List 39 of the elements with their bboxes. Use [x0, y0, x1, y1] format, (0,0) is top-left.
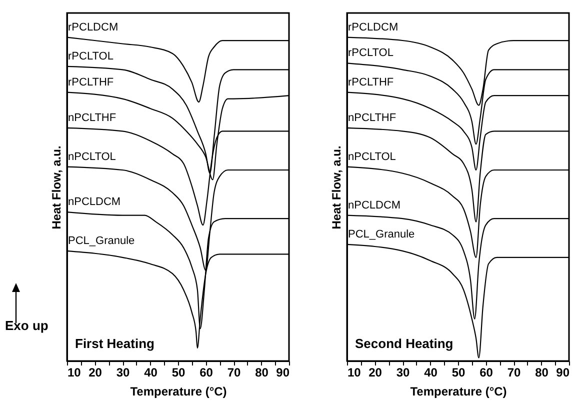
series-label: nPCLDCM [348, 199, 401, 212]
x-tick-label: 70 [507, 366, 521, 380]
series-label: rPCLTHF [68, 76, 114, 88]
x-tick-label: 70 [227, 366, 241, 380]
series-label: rPCLTOL [348, 47, 394, 60]
x-tick-label: 30 [396, 366, 410, 380]
x-axis-title: Temperature (°C) [410, 384, 507, 398]
x-tick-label: 80 [255, 366, 269, 380]
series-label: nPCLTHF [68, 112, 116, 124]
x-axis-title: Temperature (°C) [130, 384, 227, 398]
x-tick-label: 20 [368, 366, 382, 380]
x-tick-label: 20 [88, 366, 102, 380]
series-label: rPCLDCM [348, 21, 398, 34]
series-label: rPCLTOL [68, 50, 114, 62]
x-tick-label: 10 [68, 366, 82, 380]
series-label: nPCLTHF [348, 112, 396, 124]
annotation: First Heating [75, 336, 155, 351]
x-tick-label: 40 [424, 366, 438, 380]
annotation: Second Heating [355, 336, 454, 351]
x-tick-label: 10 [348, 366, 362, 380]
x-tick-label: 50 [172, 366, 186, 380]
x-tick-label: 60 [200, 366, 214, 380]
series-label: PCL_Granule [348, 228, 415, 240]
x-tick-label: 90 [276, 366, 290, 380]
series-label: PCL_Granule [68, 234, 135, 247]
x-tick-label: 90 [556, 366, 570, 380]
series-label: nPCLTOL [348, 150, 396, 163]
x-tick-label: 60 [480, 366, 494, 380]
x-tick-label: 50 [452, 366, 466, 380]
series-label: nPCLTOL [68, 150, 116, 163]
y-axis-title: Heat Flow, a.u. [50, 146, 64, 230]
x-tick-label: 30 [116, 366, 130, 380]
series-label: rPCLTHF [348, 76, 394, 88]
x-tick-label: 40 [144, 366, 158, 380]
text: Exo up [5, 318, 48, 333]
x-tick-label: 80 [535, 366, 549, 380]
y-axis-title: Heat Flow, a.u. [330, 146, 344, 230]
series-label: rPCLDCM [68, 21, 118, 34]
series-label: nPCLDCM [68, 196, 121, 208]
